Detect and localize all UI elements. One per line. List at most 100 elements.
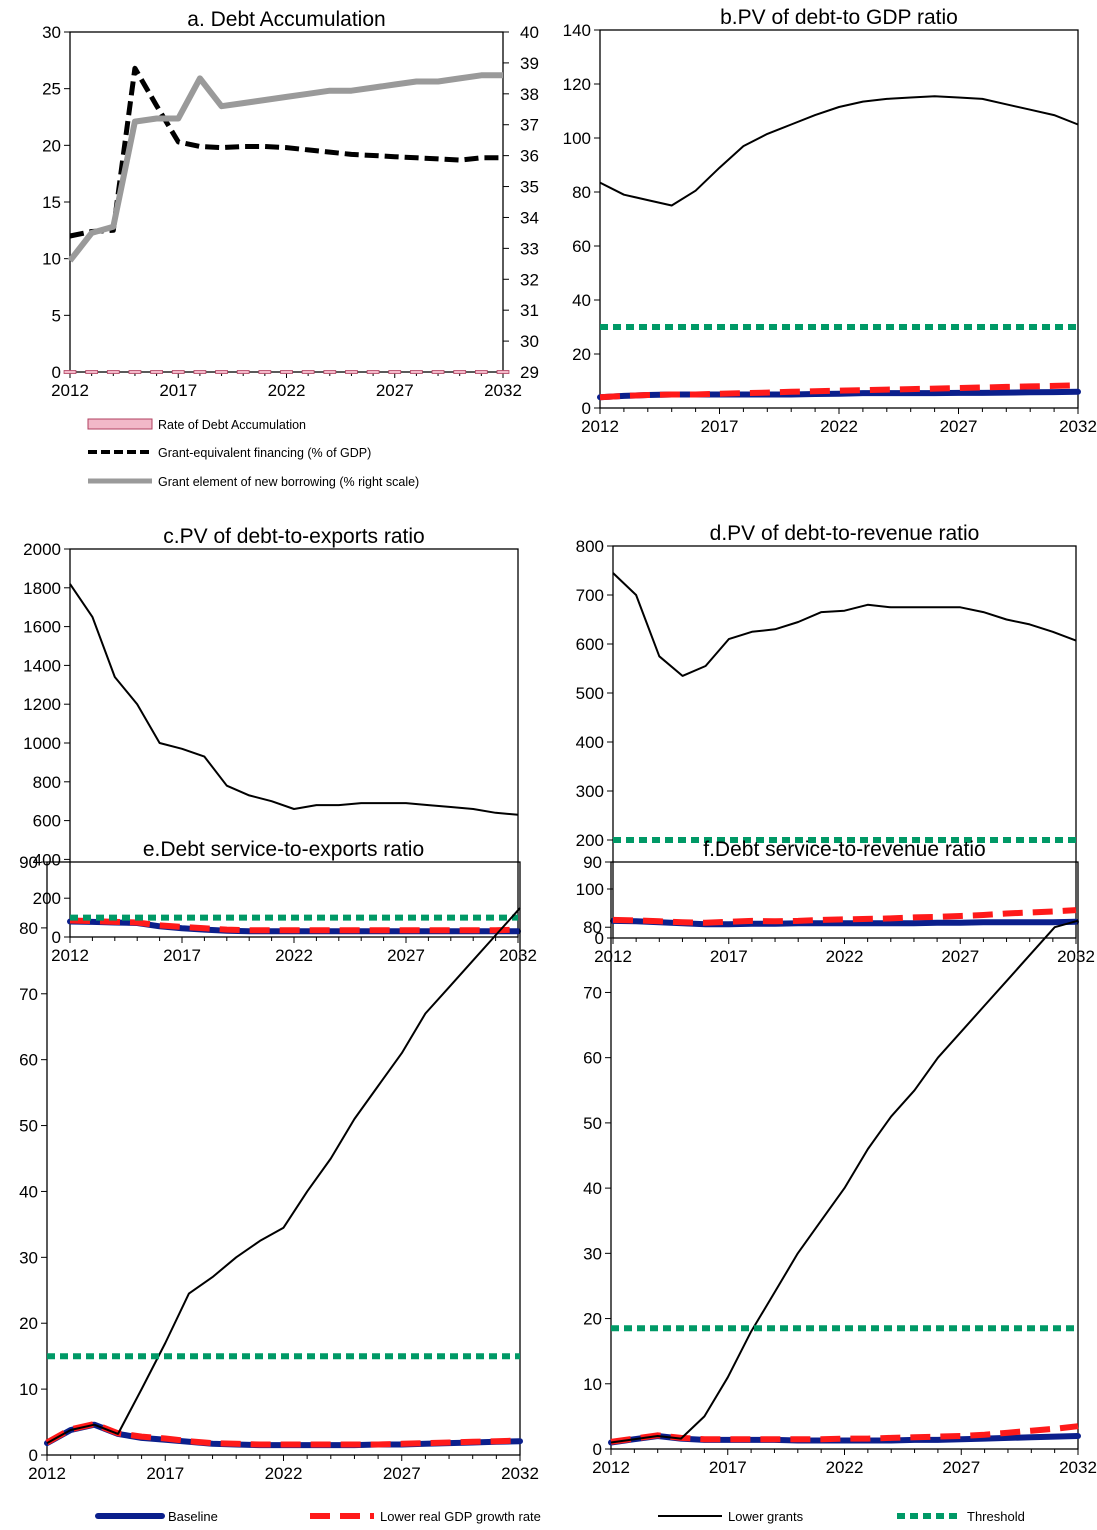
y2-tick-label: 40 (520, 23, 539, 42)
y-tick-label: 1200 (23, 695, 61, 714)
y-tick-label: 400 (576, 733, 604, 752)
y-tick-label: 40 (19, 1182, 38, 1201)
legend-label-baseline: Baseline (168, 1509, 218, 1524)
chart-panel-f: f.Debt service-to-revenue ratio 0 10 20 30 40… (583, 838, 1097, 1477)
x-tick-label: 2017 (701, 417, 739, 436)
chart-title-e: e.Debt service-to-exports ratio (143, 838, 424, 861)
y-tick-label: 120 (563, 75, 591, 94)
x-tick-label: 2017 (146, 1464, 184, 1483)
y-tick-label: 20 (19, 1314, 38, 1333)
y-tick-label: 30 (19, 1248, 38, 1267)
y-tick-label: 70 (19, 985, 38, 1004)
legend-label-rate: Rate of Debt Accumulation (158, 418, 306, 432)
x-tick-label: 2027 (940, 417, 978, 436)
y-tick-label: 300 (576, 782, 604, 801)
x-tick-label: 2022 (826, 947, 864, 966)
y-tick-label: 20 (572, 345, 591, 364)
y-tick-label: 40 (583, 1179, 602, 1198)
y-tick-label: 140 (563, 21, 591, 40)
y-tick-label: 1800 (23, 579, 61, 598)
y-tick-label: 20 (42, 136, 61, 155)
x-tick-label: 2017 (163, 946, 201, 965)
y-tick-label: 10 (42, 250, 61, 269)
y-tick-label: 10 (583, 1375, 602, 1394)
x-tick-label: 2027 (383, 1464, 421, 1483)
y-tick-label: 50 (19, 1117, 38, 1136)
plot-frame-c (69, 548, 519, 938)
x-tick-label: 2027 (941, 947, 979, 966)
legend-panel-a: Rate of Debt Accumulation Grant-equivale… (87, 418, 419, 489)
y-tick-label: 70 (583, 983, 602, 1002)
chart-panel-d: d.PV of debt-to-revenue ratio 0 100 200 300 4… (576, 522, 1095, 966)
y-tick-label: 0 (582, 399, 591, 418)
y2-tick-label: 37 (520, 116, 539, 135)
x-tick-label: 2012 (594, 947, 632, 966)
x-tick-label: 2012 (592, 1458, 630, 1477)
y-tick-label: 15 (42, 193, 61, 212)
y-tick-label: 0 (595, 929, 604, 948)
chart-title-b: b.PV of debt-to GDP ratio (720, 6, 958, 29)
x-tick-label: 2012 (51, 946, 89, 965)
bar-rate-of-debt-accumulation (474, 370, 488, 374)
x-tick-label: 2032 (484, 381, 522, 400)
y-tick-label: 600 (33, 812, 61, 831)
chart-panel-c: c.PV of debt-to-exports ratio02004006008… (23, 525, 537, 965)
legend-label-lower-grants: Lower grants (728, 1509, 804, 1524)
series-line-lower-grants (612, 572, 1077, 677)
series-line-lower-grants (610, 919, 1079, 1444)
bar-rate-of-debt-accumulation (258, 370, 272, 374)
bar-rate-of-debt-accumulation (128, 370, 142, 374)
y2-tick-label: 33 (520, 239, 539, 258)
x-tick-label: 2017 (709, 1458, 747, 1477)
bar-rate-of-debt-accumulation (106, 370, 120, 374)
y-tick-label: 0 (52, 363, 61, 382)
y2-tick-label: 30 (520, 332, 539, 351)
x-tick-label: 2022 (265, 1464, 303, 1483)
legend-label-grant-element: Grant element of new borrowing (% right … (158, 475, 419, 489)
y-tick-label: 25 (42, 80, 61, 99)
bar-rate-of-debt-accumulation (496, 370, 510, 374)
y2-tick-label: 34 (520, 208, 539, 227)
chart-panel-e: e.Debt service-to-exports ratio 0 10 20 30 40… (19, 838, 539, 1483)
y-tick-label: 10 (19, 1380, 38, 1399)
x-tick-label: 2027 (387, 946, 425, 965)
x-tick-label: 2012 (28, 1464, 66, 1483)
y-tick-label: 700 (576, 586, 604, 605)
bar-rate-of-debt-accumulation (453, 370, 467, 374)
y-tick-label: 100 (563, 129, 591, 148)
chart-title-d: d.PV of debt-to-revenue ratio (710, 522, 980, 545)
legend-label-threshold: Threshold (967, 1509, 1025, 1524)
series-line-lower-real-gdp-growth-rate (612, 907, 1077, 926)
x-tick-label: 2012 (581, 417, 619, 436)
y-tick-label: 20 (583, 1310, 602, 1329)
y-tick-label: 500 (576, 684, 604, 703)
y2-tick-label: 38 (520, 85, 539, 104)
y-tick-label: 80 (19, 919, 38, 938)
x-tick-label: 2022 (820, 417, 858, 436)
bar-rate-of-debt-accumulation (215, 370, 228, 374)
y-tick-label: 40 (572, 291, 591, 310)
bar-rate-of-debt-accumulation (63, 370, 77, 374)
bar-rate-of-debt-accumulation (345, 370, 358, 374)
y-tick-label: 30 (42, 23, 61, 42)
y2-tick-label: 31 (520, 301, 539, 320)
x-tick-label: 2017 (710, 947, 748, 966)
y2-tick-label: 39 (520, 54, 539, 73)
legend-label-lower-gdp: Lower real GDP growth rate (380, 1509, 541, 1524)
series-line-lower-grants (69, 583, 519, 816)
series-line-grant-element-of-new-borrowing-right-scale (67, 72, 503, 263)
y-tick-label: 800 (33, 773, 61, 792)
y-tick-label: 200 (576, 831, 604, 850)
x-tick-label: 2032 (1059, 417, 1097, 436)
y-tick-label: 100 (576, 880, 604, 899)
x-tick-label: 2022 (268, 381, 306, 400)
y-tick-label: 80 (583, 918, 602, 937)
x-tick-label: 2022 (826, 1458, 864, 1477)
x-tick-label: 2012 (51, 381, 89, 400)
y-tick-label: 30 (583, 1244, 602, 1263)
series-line-lower-real-gdp-growth-rate (45, 1421, 521, 1448)
plot-frame-b (599, 29, 1079, 409)
bar-rate-of-debt-accumulation (431, 370, 445, 374)
chart-panel-b: b.PV of debt-to GDP ratio 0 20 40 60 80 100 120… (563, 6, 1097, 436)
y-tick-label: 0 (29, 1446, 38, 1465)
